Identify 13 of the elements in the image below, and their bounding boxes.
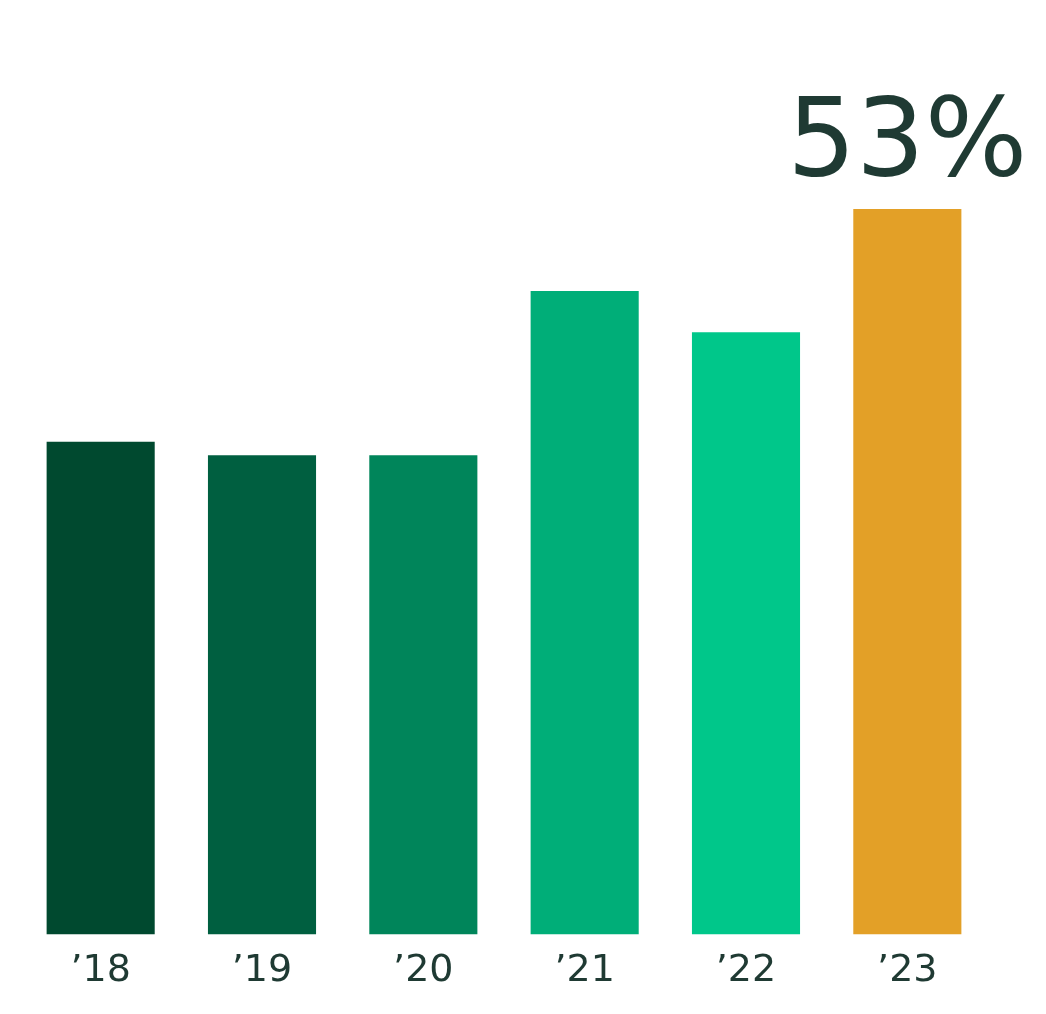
bar: [691, 332, 801, 935]
x-tick-label: ’19: [231, 946, 293, 991]
x-tick-label: ’22: [715, 946, 777, 991]
bar: [46, 441, 155, 935]
bar: [530, 291, 639, 935]
x-tick-label: ’20: [393, 946, 454, 991]
bar: [853, 209, 962, 935]
bar: [369, 455, 478, 935]
x-tick-label: ’21: [554, 946, 615, 991]
x-tick-label: ’23: [877, 946, 938, 991]
x-tick-label: ’18: [70, 946, 131, 991]
bar: [207, 455, 317, 935]
data-label: 53%: [787, 75, 1028, 200]
